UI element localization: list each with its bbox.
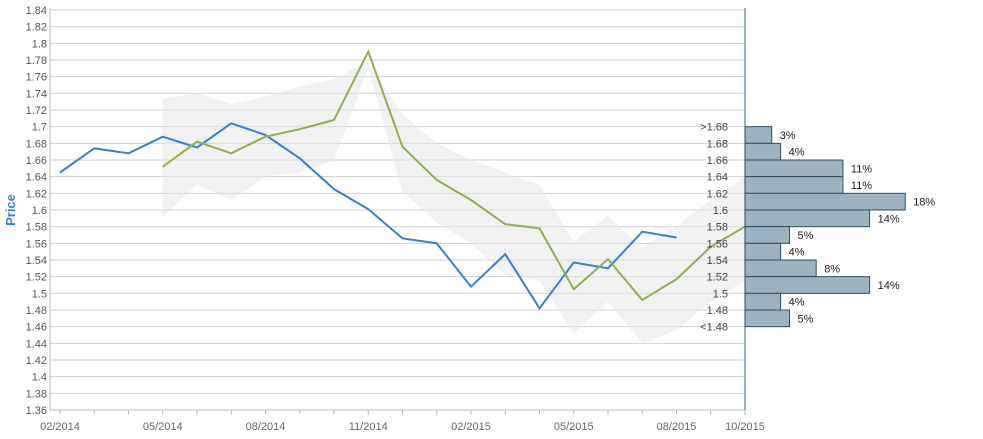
distribution-histogram: >1.68 1.68 1.66 1.64 1.62 1.6 1.58 1.56 1.54 1.52… — [700, 122, 935, 334]
distribution-bar-label: 3% — [780, 130, 796, 142]
y-tick-label: 1.8 — [32, 38, 47, 50]
y-tick-label: 1.74 — [26, 88, 47, 100]
x-tick-label: 02/2014 — [40, 421, 80, 433]
y-tick-label: 1.84 — [26, 5, 47, 17]
distribution-boundary-label: 1.52 — [707, 272, 728, 284]
distribution-bar-label: 11% — [851, 180, 872, 192]
distribution-bar-label: 4% — [789, 297, 805, 309]
series-line-1 — [59, 122, 677, 311]
series-lines — [59, 49, 746, 311]
axes: 1.36 1.38 1.4 1.42 1.44 1.46 1.48 1.5 1.52 1.54 1.… — [26, 5, 765, 433]
y-axis-label: Price — [3, 194, 18, 226]
distribution-bar — [744, 276, 871, 294]
distribution-boundary-label: >1.68 — [700, 122, 728, 134]
distribution-bar — [744, 159, 844, 178]
distribution-bar — [744, 176, 844, 194]
y-tick-label: 1.72 — [26, 105, 47, 117]
y-tick-label: 1.66 — [26, 155, 47, 167]
y-tick-label: 1.56 — [26, 238, 47, 250]
x-tick-label: 02/2015 — [451, 421, 491, 433]
distribution-boundary-label: 1.54 — [707, 255, 728, 267]
distribution-bar-label: 11% — [851, 163, 872, 175]
forecast-band — [162, 61, 745, 344]
distribution-boundary-label: <1.48 — [700, 322, 728, 334]
y-tick-label: 1.4 — [32, 372, 47, 384]
distribution-bar — [744, 209, 871, 228]
distribution-boundary-label: 1.5 — [713, 288, 728, 300]
distribution-boundary-label: 1.66 — [707, 155, 728, 167]
y-tick-label: 1.62 — [26, 188, 47, 200]
y-tick-label: 1.46 — [26, 322, 47, 334]
distribution-bar-label: 14% — [878, 213, 900, 225]
distribution-bar-label: 18% — [913, 197, 935, 209]
distribution-bar-label: 4% — [789, 147, 805, 159]
distribution-bar — [744, 126, 773, 144]
y-tick-label: 1.68 — [26, 138, 47, 150]
y-tick-label: 1.76 — [26, 72, 47, 84]
distribution-bar — [744, 309, 790, 328]
distribution-bar — [744, 226, 790, 244]
y-tick-label: 1.58 — [26, 222, 47, 234]
distribution-boundary-label: 1.62 — [707, 188, 728, 200]
band-area — [162, 61, 745, 344]
gridlines — [50, 9, 745, 411]
distribution-bar-label: 5% — [798, 313, 814, 325]
y-tick-label: 1.82 — [26, 22, 47, 34]
y-tick-label: 1.78 — [26, 55, 47, 67]
y-tick-label: 1.48 — [26, 305, 47, 317]
distribution-boundary-label: 1.58 — [707, 222, 728, 234]
y-tick-label: 1.44 — [26, 338, 47, 350]
distribution-boundary-label: 1.6 — [713, 205, 728, 217]
distribution-bar — [744, 192, 906, 211]
x-tick-label: 05/2015 — [554, 421, 594, 433]
y-tick-label: 1.42 — [26, 355, 47, 367]
distribution-bar — [744, 142, 782, 161]
distribution-bar-label: 5% — [798, 230, 814, 242]
y-tick-label: 1.36 — [26, 405, 47, 417]
y-tick-label: 1.7 — [32, 122, 47, 134]
distribution-bar — [744, 259, 817, 278]
distribution-bar-label: 4% — [789, 247, 805, 259]
x-tick-label: 05/2014 — [143, 421, 183, 433]
y-tick-label: 1.6 — [32, 205, 47, 217]
distribution-boundary-label: 1.48 — [707, 305, 728, 317]
y-tick-label: 1.64 — [26, 172, 47, 184]
distribution-boundary-label: 1.68 — [707, 138, 728, 150]
distribution-bar-label: 8% — [824, 263, 840, 275]
y-tick-label: 1.38 — [26, 388, 47, 400]
distribution-bar-label: 14% — [878, 280, 900, 292]
y-tick-label: 1.5 — [32, 288, 47, 300]
x-tick-label: 10/2015 — [725, 421, 765, 433]
distribution-bar — [744, 292, 782, 311]
distribution-bar — [744, 242, 782, 261]
distribution-boundary-label: 1.64 — [707, 172, 728, 184]
y-tick-label: 1.52 — [26, 272, 47, 284]
x-tick-label: 08/2015 — [657, 421, 697, 433]
series-line-2 — [162, 49, 746, 302]
distribution-boundary-label: 1.56 — [707, 238, 728, 250]
x-tick-label: 08/2014 — [246, 421, 286, 433]
x-tick-label: 11/2014 — [349, 421, 388, 433]
y-tick-label: 1.54 — [26, 255, 47, 267]
